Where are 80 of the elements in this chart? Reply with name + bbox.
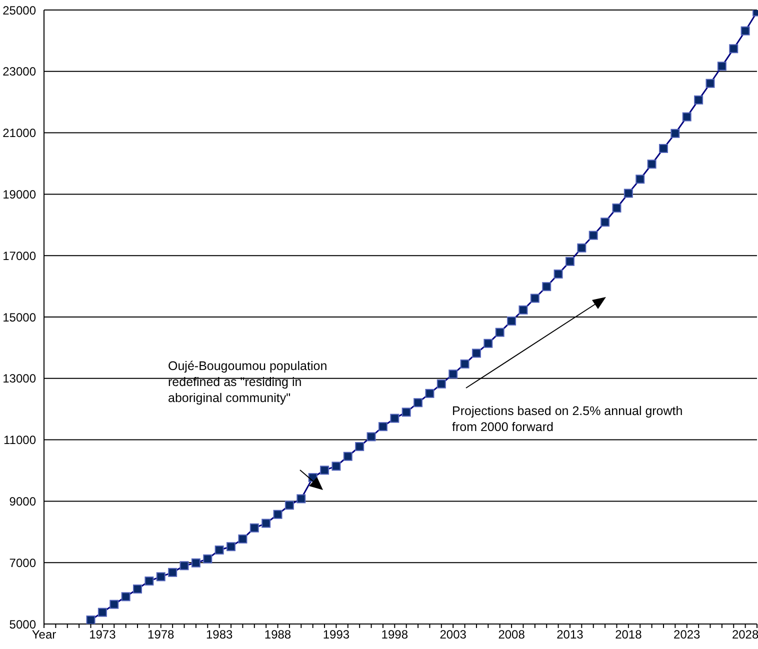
point bbox=[436, 379, 446, 388]
point bbox=[414, 398, 423, 408]
y-tick-label: 23000 bbox=[2, 64, 36, 79]
point bbox=[214, 546, 224, 555]
point bbox=[729, 44, 738, 54]
point bbox=[484, 338, 493, 348]
point bbox=[717, 62, 726, 71]
point bbox=[472, 348, 481, 358]
x-tick-label: 2003 bbox=[440, 628, 467, 642]
point bbox=[518, 305, 528, 314]
point bbox=[495, 328, 504, 337]
point bbox=[273, 510, 282, 519]
point bbox=[588, 230, 598, 240]
point bbox=[378, 422, 388, 432]
point bbox=[156, 572, 166, 582]
point bbox=[507, 316, 516, 326]
x-tick-label: 2008 bbox=[498, 628, 526, 642]
point bbox=[402, 408, 411, 417]
point bbox=[425, 388, 434, 398]
y-tick-label: 19000 bbox=[2, 187, 36, 202]
point bbox=[612, 204, 622, 213]
point bbox=[262, 518, 271, 528]
y-tick-label: 7000 bbox=[9, 556, 36, 570]
y-tick-label: 11000 bbox=[4, 433, 36, 448]
y-tick-label: 9000 bbox=[9, 494, 36, 508]
point bbox=[332, 462, 341, 471]
annotation: Oujé-Bougoumou population redefined as "residing in aboriginal community" bbox=[168, 358, 328, 406]
point bbox=[296, 494, 306, 504]
point bbox=[86, 616, 96, 624]
point bbox=[554, 270, 563, 279]
y-tick-label: 21000 bbox=[2, 126, 36, 140]
x-tick-label: 1983 bbox=[206, 628, 233, 642]
y-tick-label: 13000 bbox=[2, 372, 36, 386]
point bbox=[343, 452, 352, 461]
point bbox=[110, 600, 119, 609]
point bbox=[203, 554, 212, 564]
point bbox=[670, 128, 680, 138]
point bbox=[355, 442, 364, 452]
y-tick-label: 17000 bbox=[2, 248, 36, 263]
point bbox=[133, 584, 142, 594]
point bbox=[577, 243, 586, 252]
point bbox=[180, 561, 189, 570]
y-tick-label: 15000 bbox=[2, 310, 36, 324]
point bbox=[238, 534, 248, 544]
point bbox=[448, 370, 458, 379]
point bbox=[682, 112, 692, 122]
x-tick-label: 2018 bbox=[615, 628, 642, 642]
point bbox=[250, 523, 259, 532]
x-tick-label: 1993 bbox=[322, 628, 350, 642]
point bbox=[694, 95, 704, 104]
y-tick-label: 25000 bbox=[2, 3, 36, 18]
x-tick-label: 2013 bbox=[556, 628, 584, 642]
point bbox=[542, 282, 552, 292]
point bbox=[740, 26, 750, 36]
x-tick-label: 1998 bbox=[381, 628, 408, 642]
point bbox=[191, 558, 200, 568]
point bbox=[565, 256, 574, 266]
annotation: Projections based on 2.5% annual growth from 2000 forward bbox=[452, 403, 683, 435]
point bbox=[366, 432, 376, 442]
point bbox=[658, 144, 668, 153]
x-tick-label: 2023 bbox=[674, 628, 701, 642]
point bbox=[121, 592, 130, 602]
point bbox=[284, 500, 294, 510]
point bbox=[636, 174, 645, 184]
point bbox=[460, 359, 470, 368]
point bbox=[98, 608, 107, 617]
point bbox=[390, 414, 400, 423]
point bbox=[168, 568, 178, 577]
point bbox=[624, 188, 633, 198]
point bbox=[600, 218, 610, 227]
x-tick-label: 1978 bbox=[148, 628, 175, 642]
x-tick-label: 2028 bbox=[732, 628, 758, 642]
x-tick-label: 1973 bbox=[89, 628, 116, 642]
point bbox=[706, 78, 715, 88]
point bbox=[320, 466, 330, 475]
x-tick-label: 1988 bbox=[264, 628, 292, 642]
point bbox=[530, 294, 540, 303]
point bbox=[226, 542, 236, 552]
point bbox=[144, 576, 154, 586]
point bbox=[647, 160, 656, 169]
